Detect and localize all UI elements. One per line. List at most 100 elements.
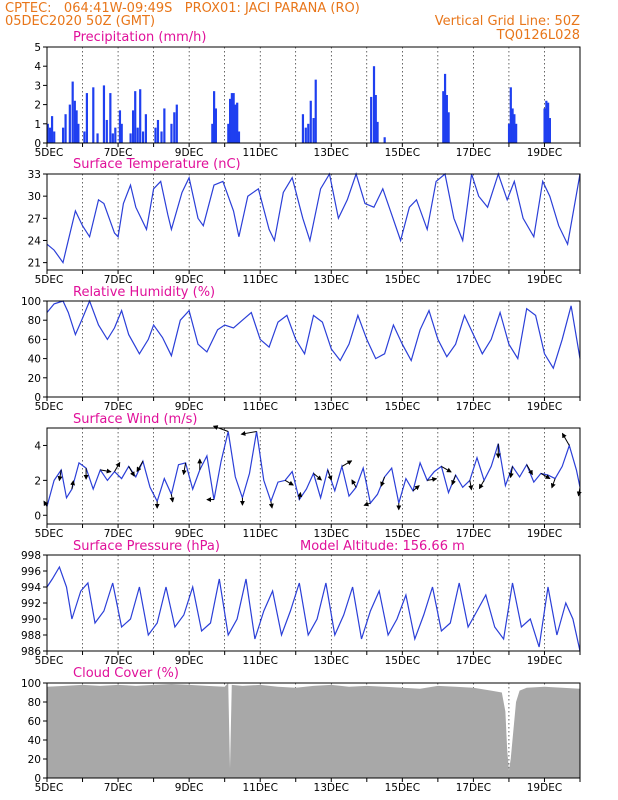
temperature-xtick-label: 13DEC [314, 274, 349, 286]
humidity-xtick-label: 7DEC [104, 401, 133, 413]
precipitation-bar [304, 127, 307, 143]
precipitation-ytick-label: 5 [34, 42, 41, 54]
temperature-xtick-label: 19DEC [527, 274, 562, 286]
precipitation-ytick-label: 2 [34, 100, 41, 112]
cloud-cover-area [47, 683, 580, 778]
precipitation-bar [376, 121, 379, 143]
precipitation-bar [307, 123, 310, 143]
cloud-cover-title: Cloud Cover (%) [73, 666, 179, 681]
precipitation-bar [163, 108, 166, 143]
cloud-cover-ytick-label: 0 [34, 773, 41, 785]
precipitation-bar [114, 127, 117, 143]
humidity-frame [46, 300, 581, 398]
precipitation-bar [141, 131, 145, 143]
precipitation-bar [156, 119, 160, 143]
precipitation-bar [548, 118, 551, 143]
wind-direction-arrow [70, 480, 76, 490]
wind-xtick-label: 7DEC [104, 528, 133, 540]
precipitation-bar [50, 116, 54, 143]
humidity-xtick-label: 17DEC [456, 401, 491, 413]
wind-direction-arrow [412, 485, 420, 492]
precipitation-bar [73, 100, 76, 143]
precipitation-bar [96, 133, 99, 143]
temperature-xtick-label: 11DEC [242, 274, 277, 286]
header-model-id: TQ0126L028 [496, 28, 580, 43]
temperature-xtick-label: 17DEC [456, 274, 491, 286]
precipitation-bar [232, 93, 235, 143]
pressure-ytick-label: 986 [21, 646, 41, 658]
precipitation-bar [301, 114, 305, 143]
header-grid-line: Vertical Grid Line: 50Z [435, 14, 580, 29]
wind-xtick-label: 5DEC [35, 528, 64, 540]
wind-direction-arrow [562, 432, 570, 446]
cloud-cover-ytick-label: 80 [28, 697, 41, 709]
humidity-ytick-label: 40 [28, 354, 41, 366]
temperature-xtick-label: 9DEC [175, 274, 204, 286]
humidity-xtick-label: 5DEC [35, 401, 64, 413]
humidity-xtick-label: 9DEC [175, 401, 204, 413]
humidity-ytick-label: 80 [28, 315, 41, 327]
wind-direction-arrow [526, 464, 533, 476]
precipitation-xtick-label: 5DEC [35, 147, 64, 159]
precipitation-xtick-label: 15DEC [385, 147, 420, 159]
precipitation-bar [230, 93, 233, 143]
wind-direction-arrow [313, 472, 323, 481]
temperature-ytick-label: 21 [28, 258, 41, 270]
wind-direction-arrow [43, 500, 49, 507]
precipitation-xtick-label: 9DEC [175, 147, 204, 159]
precipitation-frame [46, 46, 581, 144]
wind-direction-arrow [441, 465, 452, 473]
temperature-ytick-label: 33 [28, 169, 41, 181]
cloud-cover-frame [46, 682, 581, 779]
precipitation-bar [83, 131, 86, 143]
precipitation-xtick-label: 13DEC [314, 147, 349, 159]
precipitation-bar [545, 100, 548, 143]
precipitation-bar [64, 114, 67, 143]
pressure-line [46, 565, 581, 652]
humidity-title: Relative Humidity (%) [73, 285, 215, 300]
cloud-cover-xtick-label: 13DEC [314, 782, 349, 794]
temperature-ytick-label: 24 [28, 235, 42, 247]
precipitation-bar [61, 127, 65, 143]
temperature-ytick-label: 30 [28, 191, 41, 203]
cloud-cover-ytick-label: 60 [28, 716, 41, 728]
wind-direction-arrow [351, 479, 357, 488]
precipitation-bar [111, 133, 114, 143]
temperature-title: Surface Temperature (nC) [73, 157, 241, 172]
wind-line [46, 431, 581, 507]
precipitation-xtick-label: 17DEC [456, 147, 491, 159]
precipitation-xtick-label: 11DEC [242, 147, 277, 159]
header-run-date: 05DEC2020 50Z (GMT) [5, 14, 155, 29]
pressure-ytick-label: 996 [21, 566, 41, 578]
humidity-ytick-label: 20 [28, 373, 41, 385]
precipitation-bar [511, 108, 514, 143]
humidity-xtick-label: 13DEC [314, 401, 349, 413]
precipitation-bar [75, 110, 78, 143]
humidity-xtick-label: 15DEC [385, 401, 420, 413]
wind-direction-arrow [478, 480, 485, 490]
cloud-cover-ytick-label: 40 [28, 735, 41, 747]
humidity-ytick-label: 100 [21, 296, 41, 308]
precipitation-ytick-label: 0 [34, 138, 41, 150]
precipitation-bar [213, 91, 216, 143]
wind-direction-arrow [136, 460, 144, 473]
precipitation-bar [507, 123, 511, 143]
pressure-ytick-label: 994 [21, 582, 41, 594]
pressure-frame [46, 554, 581, 652]
humidity-line [46, 299, 581, 370]
pressure-ytick-label: 998 [21, 550, 41, 562]
wind-ytick-label: 0 [34, 510, 41, 522]
temperature-xtick-label: 7DEC [104, 274, 133, 286]
pressure-xtick-label: 9DEC [175, 655, 204, 667]
precipitation-bar [68, 104, 71, 143]
precipitation-bar [372, 66, 376, 143]
wind-xtick-label: 17DEC [456, 528, 491, 540]
wind-direction-arrow [100, 468, 112, 474]
wind-xtick-label: 9DEC [175, 528, 204, 540]
precipitation-bar [237, 131, 241, 143]
cloud-cover-ytick-label: 100 [21, 678, 41, 690]
precipitation-bar [175, 104, 178, 143]
precipitation-xtick-label: 19DEC [527, 147, 562, 159]
wind-direction-arrow [57, 469, 63, 482]
